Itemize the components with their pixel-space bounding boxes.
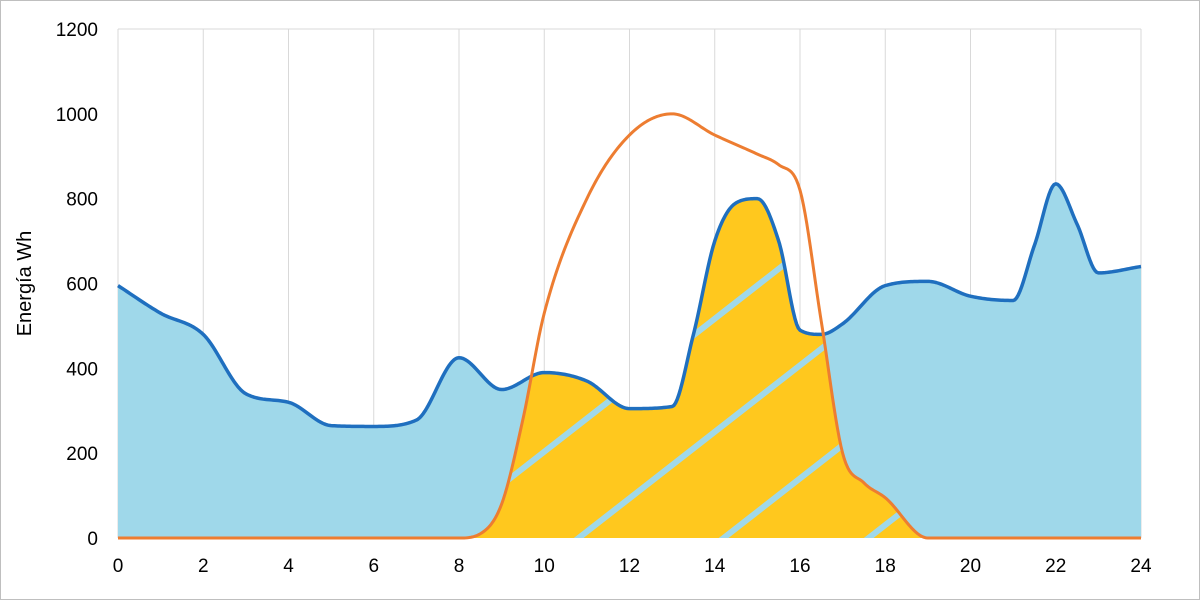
series-1-point-9 — [670, 112, 674, 116]
series-1-point-12 — [777, 163, 781, 167]
series-0-point-30 — [1139, 265, 1143, 269]
series-0-point-11 — [585, 379, 589, 383]
series-0-point-3 — [244, 392, 248, 396]
series-0-point-4 — [287, 400, 291, 404]
series-1-point-2 — [457, 536, 461, 540]
series-1-point-3 — [478, 532, 482, 536]
series-1-point-17 — [883, 496, 887, 500]
series-0-point-8 — [457, 356, 461, 360]
series-0-point-1 — [159, 311, 163, 315]
hatch-line-8 — [406, 198, 1110, 539]
series-1-point-13 — [798, 188, 802, 192]
series-1-point-7 — [585, 197, 589, 201]
y-tick-label: 600 — [66, 275, 98, 296]
series-0-point-12 — [628, 407, 632, 411]
y-tick-label: 200 — [66, 444, 98, 465]
series-1-point-20 — [1139, 536, 1143, 540]
y-tick-label: 0 — [87, 529, 98, 550]
x-tick-label: 4 — [283, 556, 294, 577]
series-1-point-6 — [542, 311, 546, 315]
self-consumption-area — [118, 198, 1141, 539]
consumption-line — [117, 182, 1142, 429]
series-0-point-29 — [1096, 271, 1100, 275]
series-0-point-0 — [116, 284, 120, 288]
x-tick-label: 10 — [534, 556, 555, 577]
series-0-point-16 — [734, 201, 738, 205]
x-tick-label: 12 — [619, 556, 640, 577]
series-1-point-15 — [841, 451, 845, 455]
series-1-point-1 — [436, 536, 440, 540]
x-tick-label: 6 — [368, 556, 379, 577]
series-1-point-14 — [819, 320, 823, 324]
series-0-point-13 — [670, 405, 674, 409]
series-1-point-5 — [521, 417, 525, 421]
series-1-point-8 — [628, 133, 632, 137]
series-0-point-22 — [883, 284, 887, 288]
x-tick-label: 24 — [1130, 556, 1152, 577]
x-tick-label: 8 — [454, 556, 465, 577]
series-0-point-7 — [414, 418, 418, 422]
series-0-point-15 — [713, 239, 717, 243]
x-tick-label: 16 — [789, 556, 810, 577]
series-0-point-25 — [1011, 298, 1015, 302]
x-tick-label: 0 — [113, 556, 124, 577]
series-0-point-21 — [841, 322, 845, 326]
x-tick-label: 2 — [198, 556, 209, 577]
series-1-point-19 — [969, 536, 973, 540]
series-0-point-17 — [755, 197, 759, 201]
series-1-point-16 — [862, 481, 866, 485]
consumption-area — [118, 183, 1141, 538]
x-tick-label: 18 — [875, 556, 896, 577]
series-1-point-18 — [926, 536, 930, 540]
series-0-point-26 — [1032, 243, 1036, 247]
series-0-point-9 — [500, 388, 504, 392]
series-0-point-2 — [201, 332, 205, 336]
series-0-point-20 — [819, 332, 823, 336]
series-0-point-18 — [777, 239, 781, 243]
series-0-point-28 — [1075, 222, 1079, 226]
y-tick-label: 1000 — [56, 105, 98, 126]
production-line — [118, 112, 1141, 540]
hatch-line-13 — [1131, 198, 1141, 539]
y-tick-label: 1200 — [56, 20, 98, 41]
series-0-point-23 — [926, 279, 930, 283]
x-tick-label: 22 — [1045, 556, 1066, 577]
series-1-point-11 — [755, 152, 759, 156]
series-1-point-10 — [713, 133, 717, 137]
series-0-point-6 — [372, 424, 376, 428]
y-tick-label: 400 — [66, 359, 98, 380]
x-tick-label: 14 — [704, 556, 726, 577]
series-1-point-0 — [116, 536, 120, 540]
y-axis-ticks: 0 200 400 600 800 1000 1200 — [56, 20, 98, 550]
y-axis-title: Energía Wh — [14, 231, 36, 337]
x-tick-label: 20 — [960, 556, 981, 577]
series-0-point-10 — [542, 371, 546, 375]
y-tick-label: 800 — [66, 190, 98, 211]
series-0-point-14 — [691, 332, 695, 336]
x-axis-ticks: 0 2 4 6 8 10 12 14 16 18 20 22 24 — [113, 556, 1152, 577]
series-1-point-4 — [500, 502, 504, 506]
series-0-point-24 — [969, 294, 973, 298]
series-0-point-19 — [798, 328, 802, 332]
series-0-point-27 — [1054, 182, 1058, 186]
series-0-point-5 — [329, 424, 333, 428]
